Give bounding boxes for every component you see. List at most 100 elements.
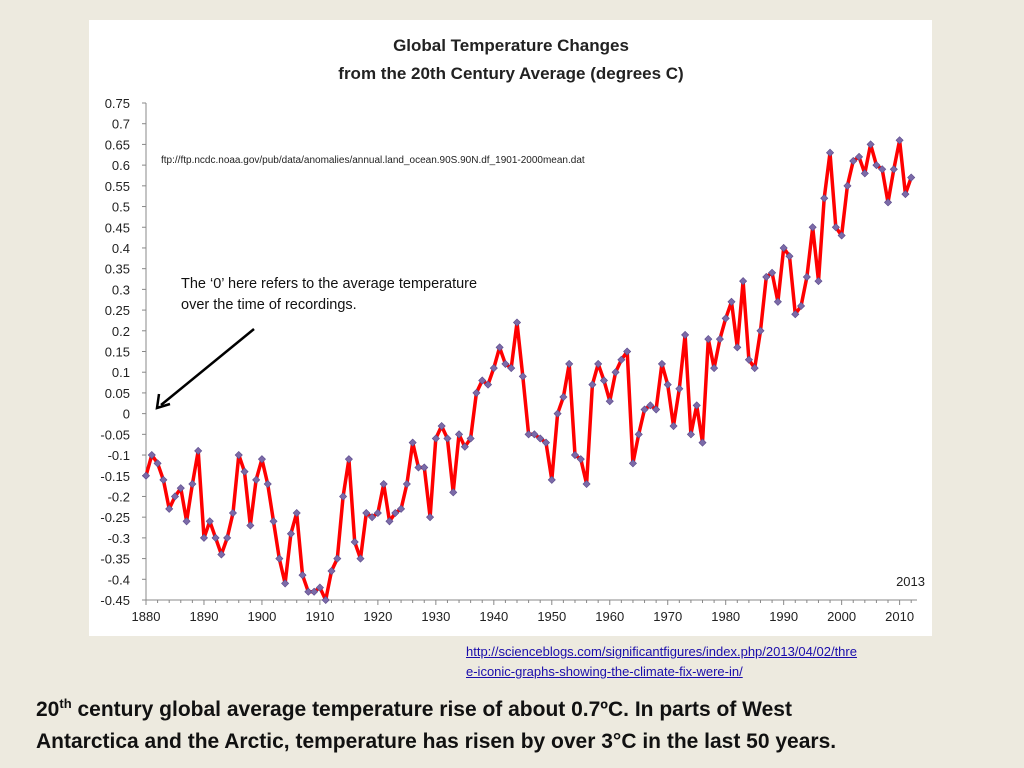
data-point — [843, 181, 852, 190]
data-point — [721, 314, 730, 323]
data-point — [855, 152, 864, 161]
data-point — [379, 480, 388, 489]
data-point — [628, 459, 637, 468]
data-point — [257, 455, 266, 464]
caption-line-1: 20th century global average temperature … — [36, 694, 1024, 726]
data-point — [385, 517, 394, 526]
data-point — [739, 277, 748, 286]
data-point — [333, 554, 342, 563]
data-point — [675, 384, 684, 393]
data-point — [762, 272, 771, 281]
data-point — [756, 326, 765, 335]
x-tick-label: 1950 — [537, 609, 566, 624]
data-point — [744, 355, 753, 364]
arrow-head — [155, 393, 171, 410]
data-point — [808, 223, 817, 232]
data-point — [814, 277, 823, 286]
x-tick-label: 1960 — [595, 609, 624, 624]
data-point — [582, 480, 591, 489]
data-point — [605, 397, 614, 406]
data-point — [478, 376, 487, 385]
data-point — [397, 504, 406, 513]
data-point — [889, 165, 898, 174]
y-tick-label: 0.4 — [112, 241, 130, 256]
y-tick-label: 0.7 — [112, 117, 130, 132]
data-point — [460, 442, 469, 451]
data-point — [831, 223, 840, 232]
x-tick-label: 1990 — [769, 609, 798, 624]
data-point — [657, 359, 666, 368]
data-point — [141, 471, 151, 480]
data-point — [547, 475, 556, 484]
data-point — [234, 451, 243, 460]
chart-title-line-2: from the 20th Century Average (degrees C… — [338, 64, 683, 83]
data-point — [466, 434, 475, 443]
chart-title-line-1: Global Temperature Changes — [393, 36, 629, 55]
x-tick-label: 1880 — [132, 609, 161, 624]
x-tick-label: 1890 — [190, 609, 219, 624]
data-point — [710, 364, 719, 373]
series-line — [144, 138, 913, 602]
series-polyline — [144, 138, 913, 602]
y-tick-label: -0.4 — [108, 572, 130, 587]
data-point — [344, 455, 353, 464]
y-tick-label: -0.2 — [108, 489, 130, 504]
data-point — [159, 475, 168, 484]
data-point — [640, 405, 649, 414]
data-point — [570, 451, 580, 460]
data-point — [866, 140, 875, 149]
data-point — [449, 488, 458, 497]
data-point — [565, 359, 574, 368]
data-point — [176, 484, 185, 493]
data-point — [362, 509, 371, 518]
chart-panel: Global Temperature Changes from the 20th… — [89, 20, 932, 636]
data-point — [715, 335, 724, 344]
source-link[interactable]: http://scienceblogs.com/significantfigur… — [466, 642, 966, 682]
data-point — [895, 136, 904, 145]
y-tick-label: 0.55 — [105, 179, 130, 194]
data-point — [860, 169, 869, 178]
x-tick-label: 1940 — [479, 609, 508, 624]
y-tick-label: -0.3 — [108, 531, 130, 546]
source-link-line-1[interactable]: http://scienceblogs.com/significantfigur… — [466, 644, 857, 659]
y-tick-label: 0.05 — [105, 386, 130, 401]
data-point — [356, 554, 365, 563]
data-point — [310, 587, 319, 596]
data-point — [275, 554, 284, 563]
data-source-label: ftp://ftp.ncdc.noaa.gov/pub/data/anomali… — [161, 155, 585, 166]
source-link-line-2[interactable]: e-iconic-graphs-showing-the-climate-fix-… — [466, 664, 743, 679]
caption-superscript: th — [59, 696, 72, 711]
data-point — [321, 595, 330, 605]
data-point — [541, 438, 551, 447]
x-tick-label: 2000 — [827, 609, 856, 624]
data-point — [820, 194, 829, 203]
data-point — [733, 343, 742, 352]
data-point — [669, 422, 678, 431]
series-markers — [141, 136, 916, 605]
data-point — [907, 173, 916, 182]
data-point — [188, 480, 197, 489]
y-tick-label: -0.25 — [100, 510, 130, 525]
data-point — [170, 492, 180, 501]
y-tick-label: 0.1 — [112, 365, 130, 380]
data-point — [611, 368, 620, 377]
data-point — [646, 401, 655, 410]
data-point — [199, 533, 208, 542]
data-point — [426, 513, 435, 522]
data-point — [768, 268, 777, 277]
data-point — [779, 243, 788, 252]
data-point — [750, 364, 759, 373]
y-tick-label: 0.5 — [112, 200, 130, 215]
data-point — [883, 198, 893, 207]
x-tick-label: 1920 — [363, 609, 392, 624]
y-tick-label: 0.25 — [105, 303, 130, 318]
data-point — [623, 347, 632, 356]
data-point — [518, 372, 527, 381]
data-point — [240, 467, 249, 476]
data-point — [773, 297, 782, 306]
data-point — [228, 509, 237, 518]
data-point — [420, 463, 429, 472]
slide-caption: 20th century global average temperature … — [36, 694, 1024, 758]
data-point — [536, 434, 545, 443]
data-point — [431, 434, 440, 443]
